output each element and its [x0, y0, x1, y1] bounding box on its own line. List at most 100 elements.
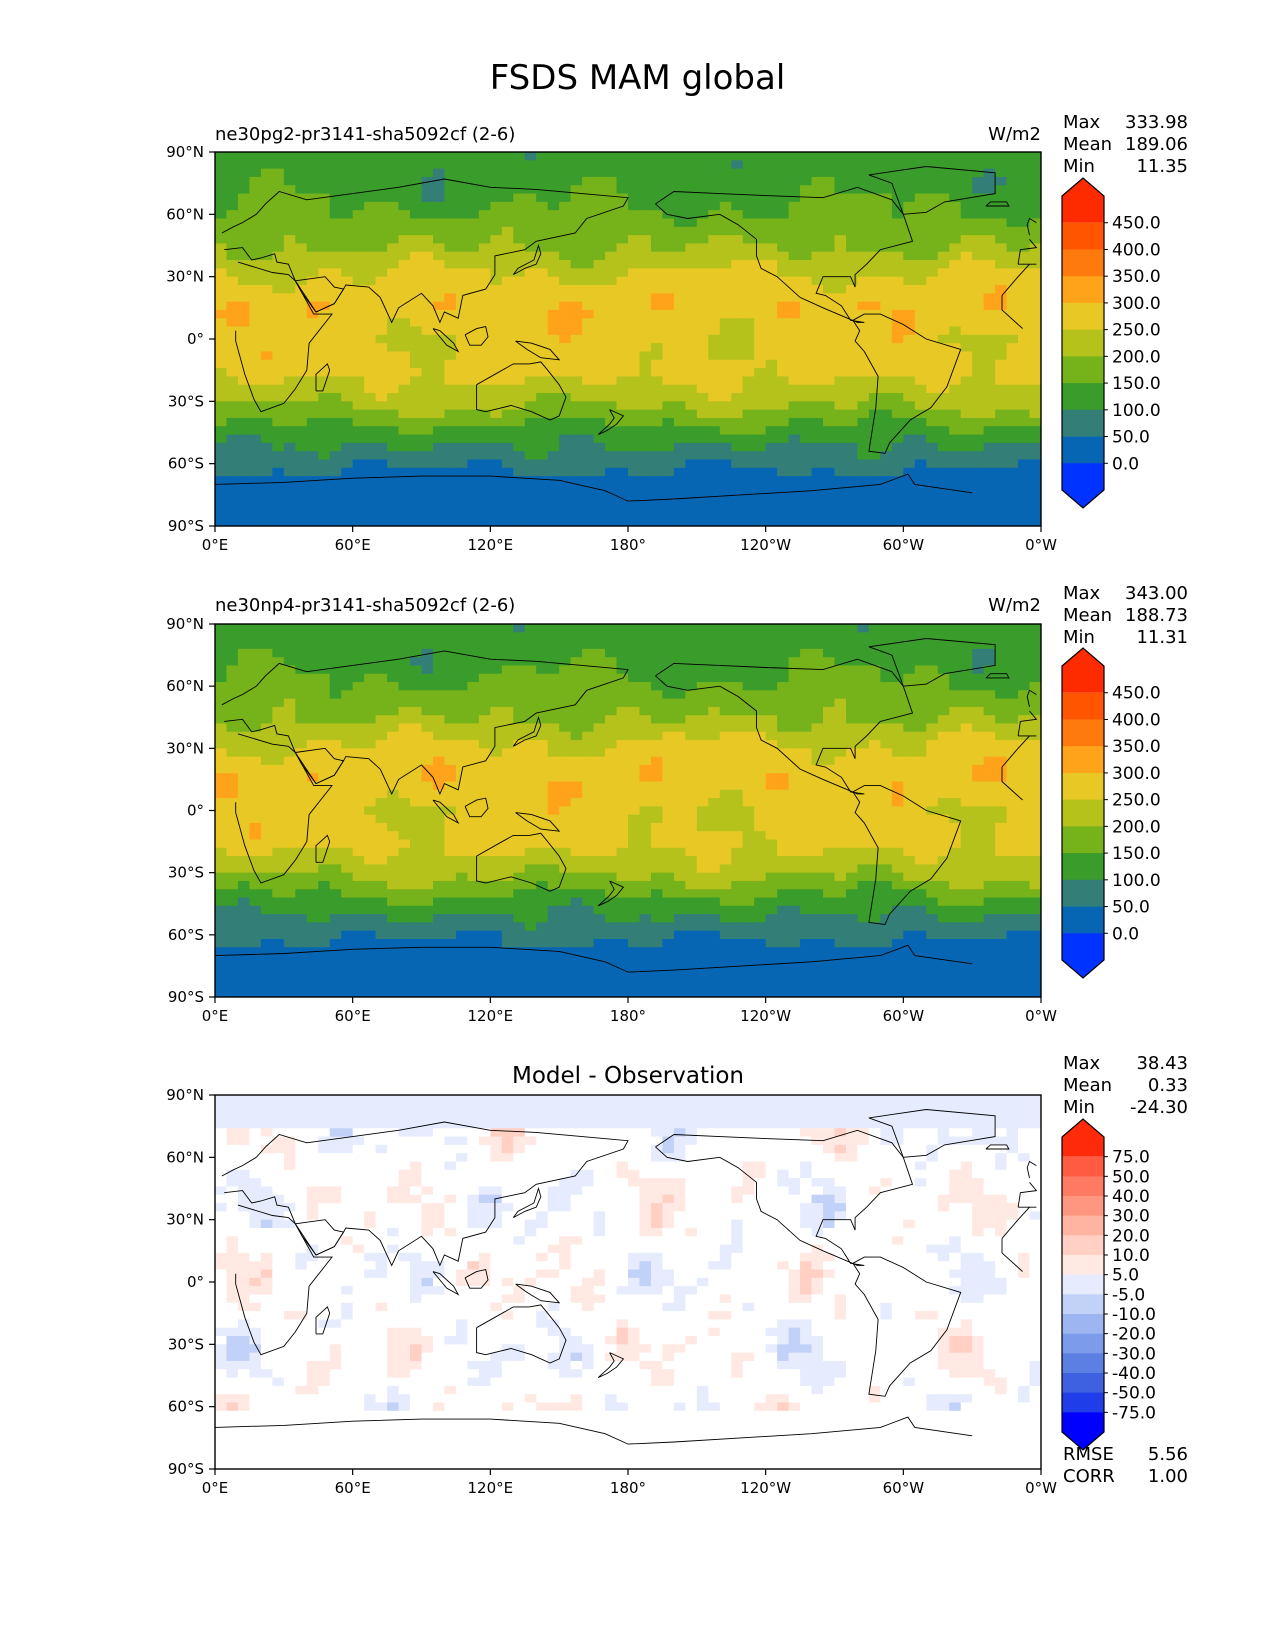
field-cell: [777, 484, 790, 494]
field-cell: [616, 723, 629, 733]
field-cell: [364, 384, 377, 394]
field-cell: [226, 176, 239, 186]
field-cell: [742, 243, 755, 253]
field-cell: [1006, 326, 1019, 336]
field-cell: [536, 260, 549, 269]
field-cell: [754, 384, 767, 394]
field-cell: [903, 632, 916, 642]
field-cell: [708, 706, 721, 716]
field-cell: [226, 756, 239, 766]
field-cell: [719, 343, 732, 353]
field-cell: [800, 756, 813, 766]
field-cell: [410, 789, 423, 799]
field-cell: [306, 640, 319, 650]
field-cell: [731, 368, 744, 377]
field-cell: [570, 393, 583, 402]
field-cell: [891, 673, 904, 683]
field-cell: [891, 185, 904, 195]
field-cell: [788, 442, 801, 452]
field-cell: [387, 268, 400, 278]
field-cell: [673, 781, 686, 791]
field-cell: [375, 193, 388, 203]
field-cell: [719, 467, 732, 477]
field-cell: [662, 740, 675, 749]
field-cell: [249, 673, 262, 683]
field-cell: [616, 376, 629, 386]
field-cell: [639, 284, 652, 294]
field-cell: [398, 476, 411, 486]
field-cell: [260, 442, 273, 452]
field-cell: [903, 756, 916, 766]
field-cell: [823, 459, 836, 469]
field-cell: [570, 218, 583, 228]
field-cell: [811, 343, 824, 353]
field-cell: [995, 384, 1008, 394]
field-cell: [364, 376, 377, 386]
field-cell: [226, 624, 239, 633]
field-cell: [375, 698, 388, 708]
field-cell: [283, 160, 296, 170]
field-cell: [800, 276, 813, 286]
field-cell: [375, 401, 388, 411]
field-cell: [260, 260, 273, 269]
field-cell: [650, 789, 664, 799]
field-cell: [226, 789, 239, 799]
field-cell: [283, 376, 296, 386]
field-cell: [1006, 401, 1019, 411]
field-cell: [754, 442, 767, 452]
field-cell: [811, 160, 824, 170]
field-cell: [834, 393, 847, 402]
field-cell: [455, 698, 468, 708]
field-cell: [559, 698, 572, 708]
field-cell: [421, 451, 434, 461]
field-cell: [444, 731, 457, 741]
field-cell: [490, 648, 503, 658]
field-cell: [857, 748, 870, 758]
field-cell: [410, 773, 423, 783]
field-cell: [731, 426, 744, 436]
field-cell: [375, 334, 388, 344]
field-cell: [1018, 648, 1031, 658]
field-cell: [868, 251, 881, 261]
field-cell: [536, 476, 549, 486]
field-cell: [811, 442, 824, 452]
field-cell: [306, 301, 319, 311]
field-cell: [765, 301, 778, 311]
field-cell: [972, 301, 985, 311]
field-cell: [455, 632, 468, 642]
field-cell: [1006, 260, 1019, 269]
field-cell: [387, 293, 400, 303]
field-cell: [375, 260, 388, 269]
field-cell: [237, 301, 251, 311]
field-cell: [478, 740, 491, 749]
field-cell: [547, 632, 560, 642]
field-cell: [559, 393, 572, 402]
field-cell: [318, 243, 331, 253]
field-cell: [914, 434, 927, 444]
field-cell: [215, 723, 228, 733]
field-cell: [501, 351, 514, 361]
field-cell: [421, 715, 434, 725]
field-cell: [524, 168, 537, 178]
field-cell: [421, 318, 434, 328]
field-cell: [237, 706, 251, 716]
field-cell: [364, 517, 377, 526]
field-cell: [352, 509, 365, 519]
field-cell: [719, 459, 732, 469]
field-cell: [295, 509, 308, 519]
field-cell: [800, 657, 813, 667]
field-cell: [559, 417, 572, 427]
field-cell: [249, 814, 262, 824]
field-cell: [559, 376, 572, 386]
field-cell: [306, 459, 319, 469]
field-cell: [559, 781, 572, 791]
field-cell: [547, 517, 560, 526]
field-cell: [650, 715, 664, 725]
field-cell: [432, 434, 446, 444]
field-cell: [478, 409, 491, 419]
coastline: [464, 325, 489, 346]
field-cell: [364, 798, 377, 807]
field-cell: [765, 376, 778, 386]
field-cell: [811, 417, 824, 427]
field-cell: [410, 251, 423, 261]
